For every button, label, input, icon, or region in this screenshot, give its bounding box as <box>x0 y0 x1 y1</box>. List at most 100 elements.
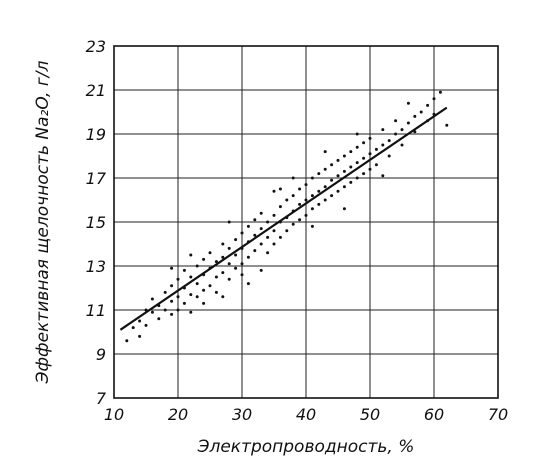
data-point <box>317 202 321 206</box>
data-point <box>272 213 276 217</box>
data-point <box>240 262 244 266</box>
data-point <box>355 176 359 180</box>
data-point <box>189 275 193 279</box>
x-tick-label: 50 <box>360 405 380 424</box>
data-point <box>272 242 276 246</box>
data-point <box>125 339 129 343</box>
data-point <box>419 110 423 114</box>
data-point <box>374 163 378 167</box>
data-point <box>246 282 250 286</box>
data-point <box>362 172 366 176</box>
data-point <box>170 312 174 316</box>
data-point <box>374 147 378 151</box>
data-point <box>426 103 430 107</box>
data-point <box>138 319 142 323</box>
data-point <box>266 235 270 239</box>
data-point <box>349 165 353 169</box>
data-point <box>234 238 238 242</box>
data-point <box>445 123 449 127</box>
data-point <box>144 323 148 327</box>
data-point <box>266 220 270 224</box>
data-point <box>349 180 353 184</box>
data-point <box>227 246 231 250</box>
y-tick-label: 19 <box>86 125 106 144</box>
data-point <box>336 174 340 178</box>
data-point <box>259 227 263 231</box>
data-point <box>214 275 218 279</box>
data-point <box>355 132 359 136</box>
data-point <box>253 218 257 222</box>
data-point <box>176 277 180 281</box>
data-point <box>189 293 193 297</box>
data-point <box>323 150 327 154</box>
y-tick-label: 9 <box>96 345 106 364</box>
data-point <box>170 284 174 288</box>
data-point <box>176 308 180 312</box>
data-point <box>176 295 180 299</box>
data-point <box>240 273 244 277</box>
y-tick-label: 23 <box>86 37 106 56</box>
data-point <box>330 163 334 167</box>
data-point <box>157 317 161 321</box>
data-point <box>336 158 340 162</box>
data-point <box>381 174 385 178</box>
data-point <box>246 224 250 228</box>
data-point <box>163 290 167 294</box>
data-point <box>323 198 327 202</box>
data-point <box>400 143 404 147</box>
data-point <box>253 233 257 237</box>
data-point <box>221 295 225 299</box>
data-point <box>285 198 289 202</box>
data-point <box>362 156 366 160</box>
data-point <box>227 262 231 266</box>
data-point <box>406 101 410 105</box>
x-tick-label: 30 <box>232 405 252 424</box>
y-tick-label: 17 <box>86 169 107 188</box>
data-point <box>150 297 154 301</box>
data-point <box>349 150 353 154</box>
y-tick-label: 21 <box>86 81 106 100</box>
data-point <box>195 295 199 299</box>
data-point <box>413 114 417 118</box>
data-point <box>355 161 359 165</box>
data-point <box>298 187 302 191</box>
data-point <box>208 284 212 288</box>
x-axis-tick-labels: 10 20 30 40 50 60 70 <box>104 405 508 424</box>
data-point <box>291 194 295 198</box>
data-point <box>330 194 334 198</box>
data-point <box>342 169 346 173</box>
y-tick-label: 11 <box>86 301 106 320</box>
data-point <box>240 231 244 235</box>
data-point <box>368 152 372 156</box>
grid-lines <box>114 46 498 398</box>
y-axis-title: Эффективная щелочность Na₂O, г/л <box>33 60 53 384</box>
data-point <box>381 128 385 132</box>
data-point <box>400 128 404 132</box>
data-point <box>323 185 327 189</box>
data-point <box>394 132 398 136</box>
data-point <box>342 207 346 211</box>
data-point <box>304 198 308 202</box>
data-point <box>310 224 314 228</box>
data-point <box>278 187 282 191</box>
data-point <box>310 207 314 211</box>
data-point <box>362 141 366 145</box>
data-point <box>387 139 391 143</box>
data-point <box>406 121 410 125</box>
data-point <box>304 213 308 217</box>
data-point <box>381 143 385 147</box>
data-point <box>272 189 276 193</box>
data-point <box>221 255 225 259</box>
data-point <box>227 220 231 224</box>
data-point <box>234 266 238 270</box>
data-point <box>291 222 295 226</box>
data-point <box>272 229 276 233</box>
data-point <box>278 205 282 209</box>
data-point <box>227 277 231 281</box>
data-point <box>182 301 186 305</box>
data-point <box>310 176 314 180</box>
data-point <box>310 194 314 198</box>
data-point <box>202 257 206 261</box>
data-point <box>317 172 321 176</box>
